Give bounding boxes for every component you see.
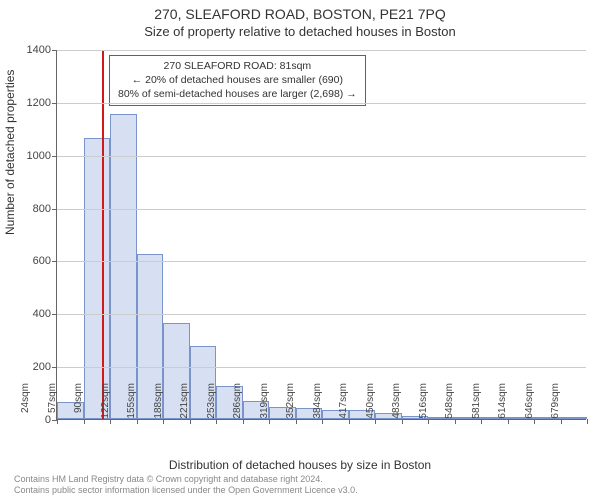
y-tick-label: 600 bbox=[33, 255, 51, 267]
x-tick-label: 319sqm bbox=[259, 383, 270, 423]
y-axis-label: Number of detached properties bbox=[3, 70, 17, 235]
y-tick-label: 1400 bbox=[27, 44, 51, 56]
y-tick bbox=[52, 209, 57, 210]
y-tick-label: 400 bbox=[33, 308, 51, 320]
gridline bbox=[57, 156, 586, 157]
x-tick-label: 417sqm bbox=[338, 383, 349, 423]
y-tick bbox=[52, 156, 57, 157]
x-tick-label: 24sqm bbox=[20, 383, 31, 423]
x-tick-label: 581sqm bbox=[471, 383, 482, 423]
x-tick-label: 221sqm bbox=[179, 383, 190, 423]
chart-title: 270, SLEAFORD ROAD, BOSTON, PE21 7PQ bbox=[0, 0, 600, 22]
gridline bbox=[57, 209, 586, 210]
y-tick-label: 1200 bbox=[27, 97, 51, 109]
x-tick-label: 483sqm bbox=[391, 383, 402, 423]
y-tick bbox=[52, 261, 57, 262]
y-tick-label: 800 bbox=[33, 203, 51, 215]
property-annotation-box: 270 SLEAFORD ROAD: 81sqm← 20% of detache… bbox=[109, 55, 366, 106]
x-tick-label: 155sqm bbox=[126, 383, 137, 423]
chart-container: 270, SLEAFORD ROAD, BOSTON, PE21 7PQ Siz… bbox=[0, 0, 600, 500]
x-tick-label: 188sqm bbox=[153, 383, 164, 423]
gridline bbox=[57, 261, 586, 262]
x-tick-label: 253sqm bbox=[206, 383, 217, 423]
footer-line-2: Contains public sector information licen… bbox=[14, 485, 358, 496]
annotation-line: 270 SLEAFORD ROAD: 81sqm bbox=[118, 59, 357, 73]
x-tick-label: 516sqm bbox=[418, 383, 429, 423]
x-tick-label: 57sqm bbox=[47, 383, 58, 423]
x-axis-label: Distribution of detached houses by size … bbox=[0, 458, 600, 472]
plot-area: 270 SLEAFORD ROAD: 81sqm← 20% of detache… bbox=[56, 50, 586, 420]
x-tick-label: 90sqm bbox=[73, 383, 84, 423]
x-tick-label: 122sqm bbox=[100, 383, 111, 423]
property-marker-line bbox=[102, 50, 104, 419]
x-tick-label: 286sqm bbox=[232, 383, 243, 423]
y-tick bbox=[52, 50, 57, 51]
histogram-bar bbox=[110, 114, 137, 419]
y-tick bbox=[52, 103, 57, 104]
gridline bbox=[57, 50, 586, 51]
x-tick bbox=[587, 419, 588, 424]
chart-subtitle: Size of property relative to detached ho… bbox=[0, 22, 600, 39]
gridline bbox=[57, 103, 586, 104]
x-tick-label: 450sqm bbox=[365, 383, 376, 423]
x-tick-label: 352sqm bbox=[285, 383, 296, 423]
x-tick-label: 614sqm bbox=[497, 383, 508, 423]
annotation-line: ← 20% of detached houses are smaller (69… bbox=[118, 73, 357, 87]
y-tick-label: 200 bbox=[33, 361, 51, 373]
histogram-bar bbox=[84, 138, 111, 419]
annotation-line: 80% of semi-detached houses are larger (… bbox=[118, 87, 357, 101]
gridline bbox=[57, 314, 586, 315]
x-tick-label: 548sqm bbox=[444, 383, 455, 423]
x-tick-label: 646sqm bbox=[524, 383, 535, 423]
y-tick bbox=[52, 367, 57, 368]
gridline bbox=[57, 367, 586, 368]
y-tick-label: 1000 bbox=[27, 150, 51, 162]
footer-attribution: Contains HM Land Registry data © Crown c… bbox=[14, 474, 358, 497]
x-tick-label: 679sqm bbox=[550, 383, 561, 423]
x-tick-label: 384sqm bbox=[312, 383, 323, 423]
y-tick bbox=[52, 314, 57, 315]
footer-line-1: Contains HM Land Registry data © Crown c… bbox=[14, 474, 358, 485]
histogram-bar bbox=[561, 417, 588, 419]
